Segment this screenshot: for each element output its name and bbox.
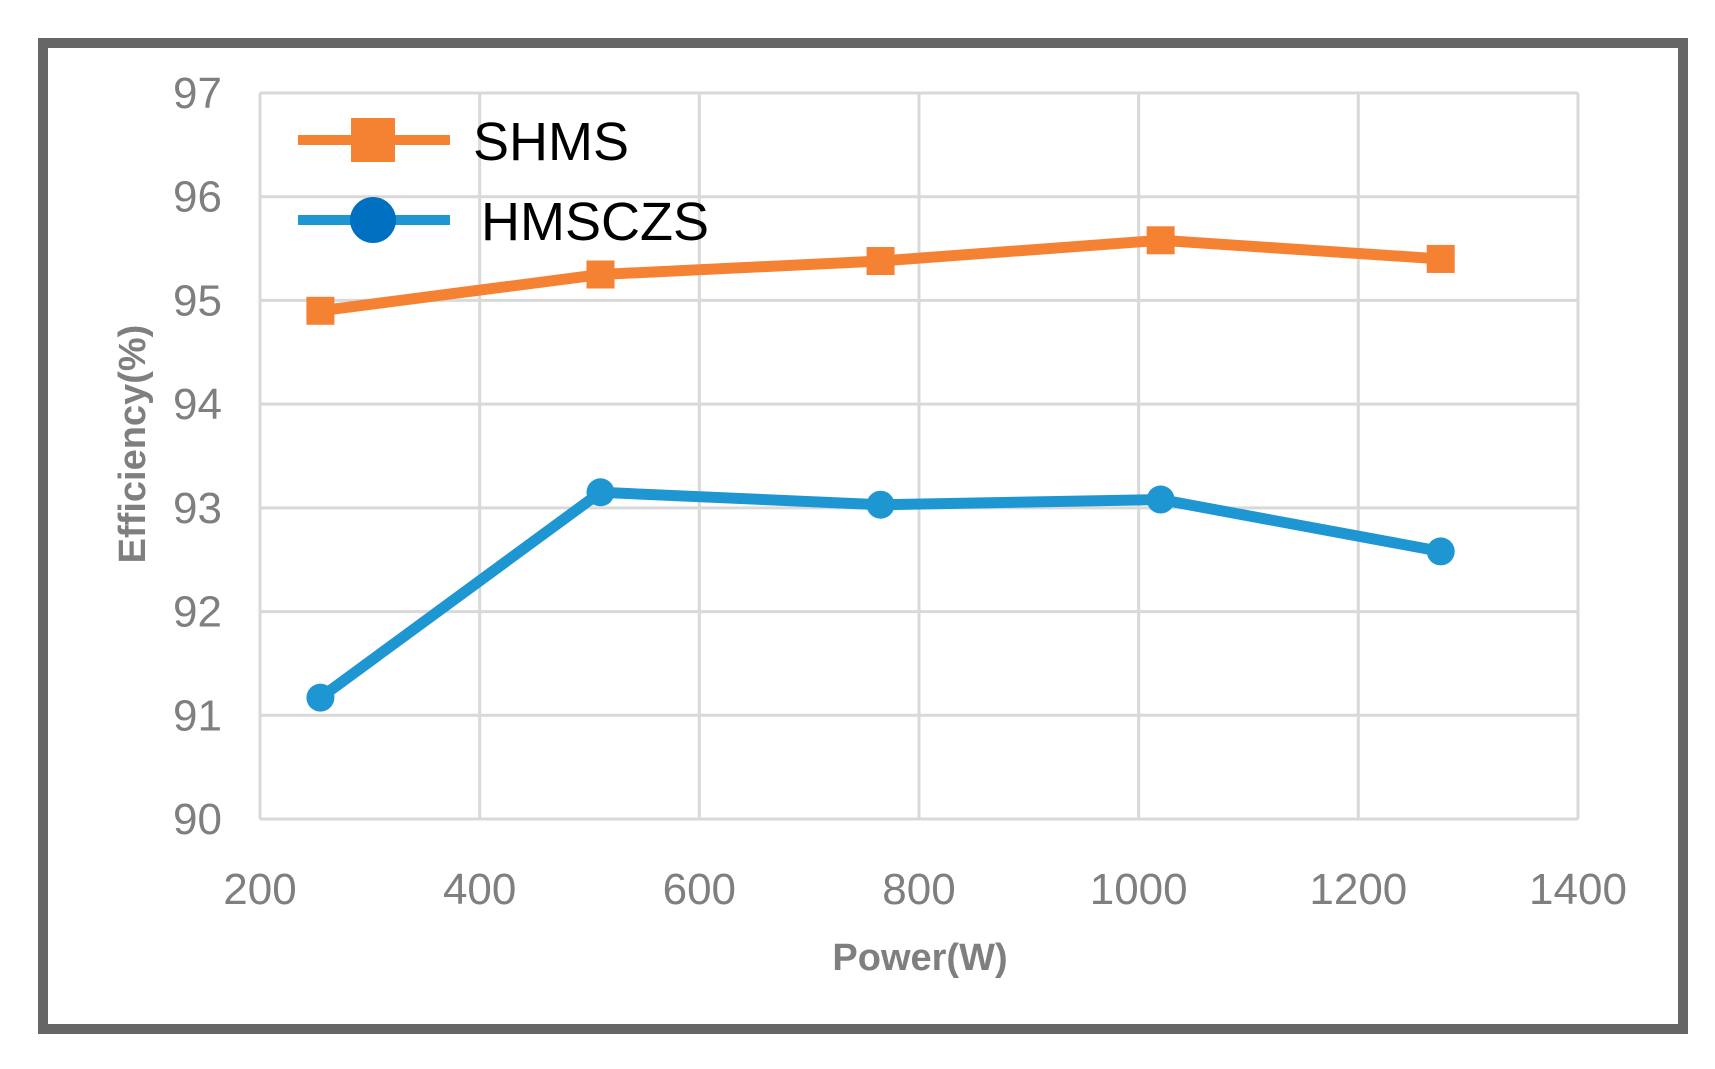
series-layer <box>306 226 1455 712</box>
x-tick-label: 1400 <box>1529 865 1627 914</box>
data-point <box>586 260 615 289</box>
y-axis-title: Efficiency(%) <box>112 325 154 564</box>
chart-frame <box>38 38 1688 1034</box>
data-point <box>1426 244 1455 273</box>
y-tick-label: 95 <box>173 276 222 325</box>
x-tick-label: 800 <box>882 865 955 914</box>
x-axis-ticks: 200 400 600 800 1000 1200 1400 <box>223 865 1627 914</box>
data-point <box>586 478 615 507</box>
y-tick-label: 93 <box>173 484 222 533</box>
data-point <box>1146 485 1175 514</box>
legend-swatch-marker <box>351 118 395 162</box>
x-axis-title: Power(W) <box>832 937 1007 979</box>
y-tick-label: 94 <box>173 380 222 429</box>
series-hmsczs <box>306 478 1455 712</box>
series-shms <box>306 226 1455 325</box>
x-tick-label: 1000 <box>1090 865 1188 914</box>
legend-item-shms: SHMS <box>298 112 629 172</box>
y-tick-label: 96 <box>173 173 222 222</box>
data-point <box>866 490 895 519</box>
data-point <box>1426 537 1455 566</box>
x-tick-label: 200 <box>223 865 296 914</box>
legend-label: HMSCZS <box>481 192 709 252</box>
data-point <box>1146 226 1175 255</box>
x-tick-label: 1200 <box>1309 865 1407 914</box>
y-axis-ticks: 90 91 92 93 94 95 96 97 <box>173 69 222 844</box>
legend: SHMS HMSCZS <box>298 112 709 252</box>
legend-label: SHMS <box>473 112 629 172</box>
y-tick-label: 92 <box>173 588 222 637</box>
series-line <box>314 486 1447 704</box>
data-point <box>306 683 335 712</box>
x-tick-label: 600 <box>663 865 736 914</box>
legend-item-hmsczs: HMSCZS <box>298 192 709 252</box>
data-point <box>866 247 895 276</box>
grid-lines <box>258 91 1580 821</box>
x-tick-label: 400 <box>443 865 516 914</box>
y-tick-label: 97 <box>173 69 222 118</box>
legend-swatch-marker <box>350 197 396 243</box>
y-tick-label: 91 <box>173 691 222 740</box>
y-tick-label: 90 <box>173 795 222 844</box>
data-point <box>306 296 335 325</box>
